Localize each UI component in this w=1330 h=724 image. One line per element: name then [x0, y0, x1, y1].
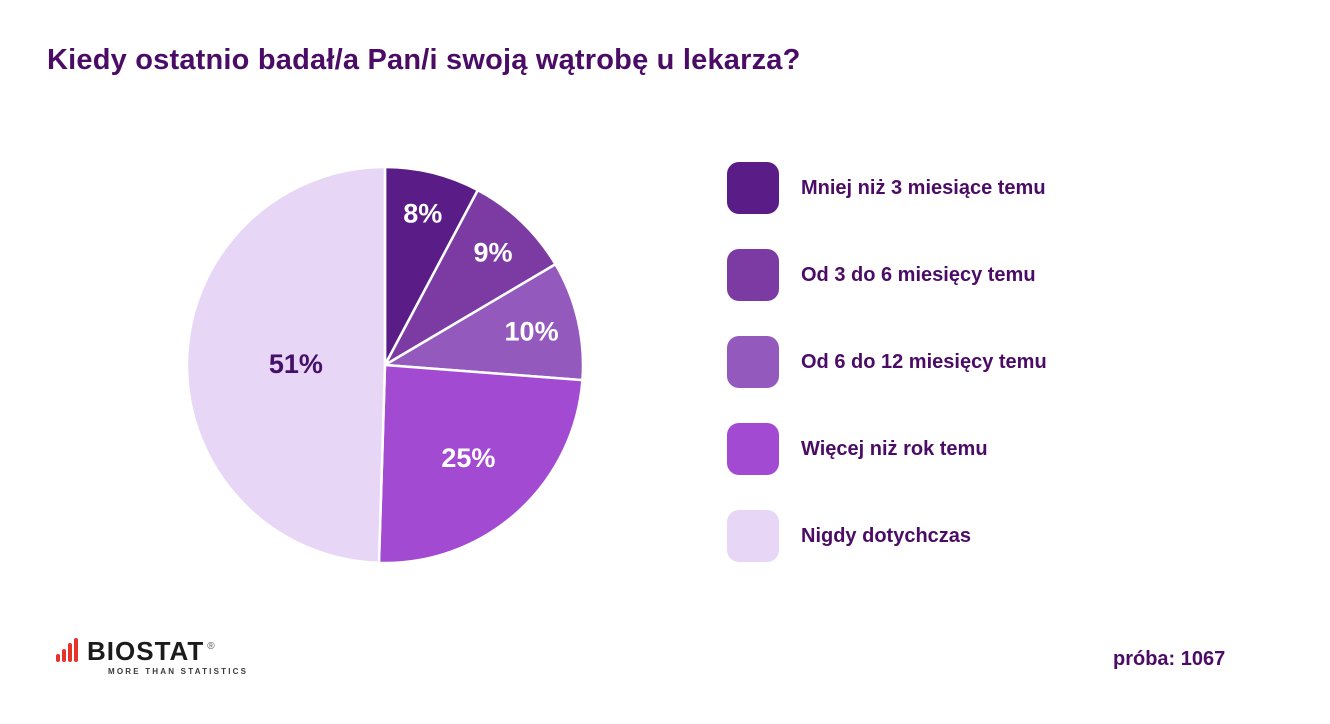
registered-mark: ®	[207, 641, 215, 652]
brand-logo: BIOSTAT ® MORE THAN STATISTICS	[56, 638, 248, 676]
legend-swatch-4	[727, 510, 779, 562]
brand-tagline: MORE THAN STATISTICS	[108, 667, 249, 676]
pie-slice-1	[383, 188, 557, 367]
legend-swatch-2	[727, 336, 779, 388]
legend-item-0: Mniej niż 3 miesiące temu	[727, 162, 1047, 214]
pie-slice-value-0: 8%	[403, 199, 442, 229]
pie-slice-value-1: 9%	[474, 237, 513, 267]
pie-slice-value-4: 51%	[269, 349, 323, 379]
pie-slice-0	[383, 165, 480, 367]
pie-slice-4	[185, 165, 387, 565]
brand-name: BIOSTAT	[87, 636, 205, 666]
legend-item-4: Nigdy dotychczas	[727, 510, 1047, 562]
legend-swatch-0	[727, 162, 779, 214]
legend-label-1: Od 3 do 6 miesięcy temu	[801, 263, 1036, 286]
legend-item-3: Więcej niż rok temu	[727, 423, 1047, 475]
legend-item-1: Od 3 do 6 miesięcy temu	[727, 249, 1047, 301]
legend: Mniej niż 3 miesiące temu Od 3 do 6 miesi…	[727, 162, 1047, 562]
legend-swatch-1	[727, 249, 779, 301]
legend-label-2: Od 6 do 12 miesięcy temu	[801, 350, 1047, 373]
legend-swatch-3	[727, 423, 779, 475]
pie-slice-2	[383, 263, 585, 382]
pie-chart: 8% 9% 10% 25% 51%	[183, 163, 587, 567]
chart-title: Kiedy ostatnio badał/a Pan/i swoją wątro…	[47, 44, 801, 76]
brand-logo-row: BIOSTAT ®	[56, 638, 248, 664]
legend-item-2: Od 6 do 12 miesięcy temu	[727, 336, 1047, 388]
pie-slice-value-3: 25%	[441, 443, 495, 473]
legend-label-3: Więcej niż rok temu	[801, 437, 988, 460]
sample-size: próba: 1067	[1113, 648, 1226, 670]
pie-slice-value-2: 10%	[505, 316, 559, 346]
biostat-bars-icon	[56, 638, 78, 664]
legend-label-4: Nigdy dotychczas	[801, 524, 972, 547]
legend-label-0: Mniej niż 3 miesiące temu	[801, 176, 1046, 199]
pie-slice-3	[377, 363, 584, 565]
pie-svg: 8% 9% 10% 25% 51%	[185, 165, 585, 565]
